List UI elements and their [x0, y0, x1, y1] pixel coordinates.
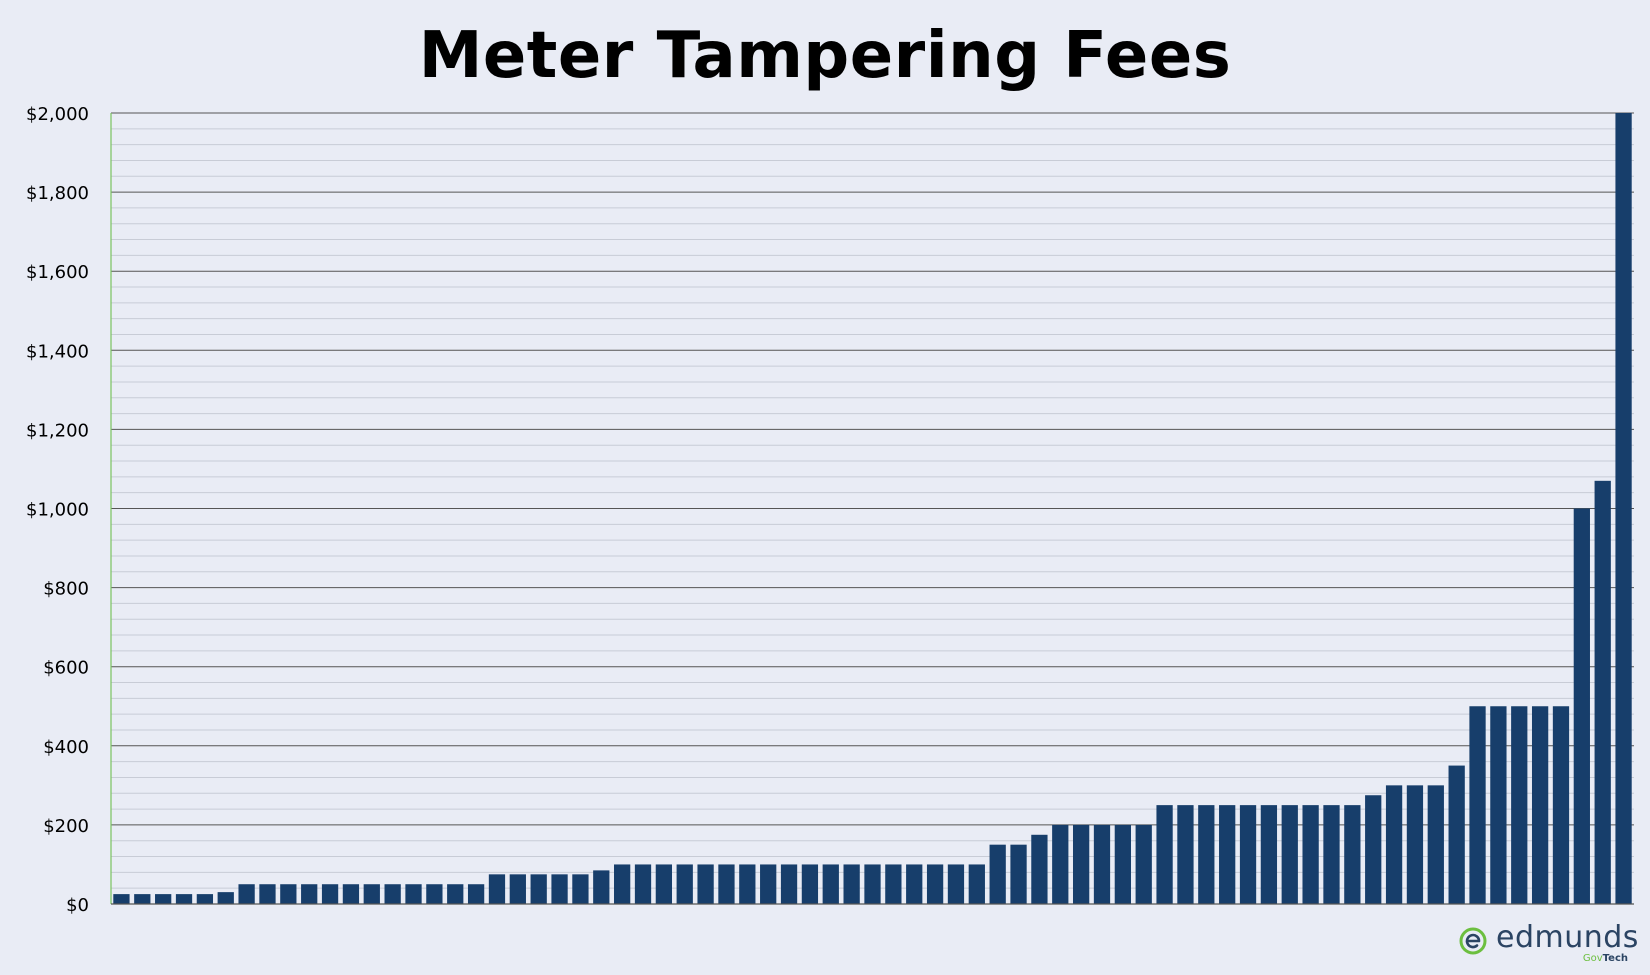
bar [447, 884, 464, 904]
bar [1490, 706, 1507, 904]
y-tick-label: $400 [43, 737, 89, 758]
bar [843, 864, 860, 904]
bar [989, 844, 1006, 904]
bar [801, 864, 819, 904]
bar [676, 864, 693, 904]
minor-gridlines [111, 128, 1634, 889]
y-tick-label: $1,000 [26, 500, 89, 521]
y-tick-label: $1,200 [26, 420, 89, 441]
bar [259, 884, 276, 904]
bars [113, 113, 1632, 904]
bar [614, 864, 631, 904]
bar [1573, 508, 1590, 904]
bar [238, 884, 255, 904]
bar [968, 864, 985, 904]
y-tick-label: $2,000 [26, 104, 89, 125]
edmunds-govtech-logo: edmunds GovTech [1452, 918, 1638, 966]
y-tick-label: $1,800 [26, 183, 89, 204]
bar [760, 864, 777, 904]
logo-subtitle: GovTech [1583, 953, 1628, 964]
bar [426, 884, 443, 904]
bar [405, 884, 422, 904]
bar [926, 864, 944, 904]
bar [1177, 805, 1194, 904]
bar [780, 864, 798, 904]
bar [321, 884, 339, 904]
bar [655, 864, 673, 904]
bar [1594, 480, 1611, 904]
major-gridlines [111, 112, 1634, 826]
y-tick-label: $1,600 [26, 262, 89, 283]
y-tick-label: $0 [66, 895, 89, 916]
bar [906, 864, 923, 904]
bar [1365, 795, 1382, 904]
bar [822, 864, 839, 904]
bar [1260, 805, 1278, 904]
bar [1219, 805, 1236, 904]
bar [280, 884, 297, 904]
y-tick-label: $800 [43, 579, 89, 600]
y-axis-tick-labels: $0 $200 $400 $600 $800 $1,000 $1,200 $1,400 $1,6… [26, 104, 89, 916]
bar [134, 894, 151, 904]
bar [697, 864, 714, 904]
bar [509, 874, 526, 904]
bar [1135, 824, 1152, 904]
bar [1552, 706, 1570, 904]
bar [1010, 844, 1027, 904]
bar [739, 864, 756, 904]
bar [1093, 824, 1111, 904]
bar [1239, 805, 1257, 904]
bar [572, 874, 589, 904]
bar [634, 864, 652, 904]
bar [175, 894, 193, 904]
bar [384, 884, 401, 904]
bar [1156, 805, 1173, 904]
y-tick-label: $200 [43, 816, 89, 837]
bar [530, 874, 547, 904]
logo-word: edmunds [1496, 920, 1639, 955]
bar [342, 884, 360, 904]
edmunds-e-icon [1459, 927, 1487, 955]
bar [1615, 113, 1632, 904]
bar [1072, 824, 1090, 904]
bar [864, 864, 881, 904]
bar [1511, 706, 1528, 904]
y-tick-label: $600 [43, 658, 89, 679]
bar [301, 884, 318, 904]
bar [1427, 785, 1444, 904]
bar [363, 884, 380, 904]
y-tick-label: $1,400 [26, 341, 89, 362]
chart-title: Meter Tampering Fees [418, 19, 1232, 93]
logo-sub-prefix: Gov [1582, 953, 1603, 964]
bar [155, 894, 172, 904]
bar [551, 874, 568, 904]
bar [1531, 706, 1549, 904]
bar [1344, 805, 1361, 904]
bar [947, 864, 965, 904]
bar [113, 894, 130, 904]
bar [217, 892, 234, 904]
bar [488, 874, 506, 904]
bar [885, 864, 902, 904]
bar [1385, 785, 1403, 904]
bar [718, 864, 735, 904]
bar [1198, 805, 1215, 904]
bar [1114, 824, 1131, 904]
bar [1302, 805, 1319, 904]
bar [1052, 824, 1069, 904]
bar [1323, 805, 1340, 904]
bar [1469, 706, 1486, 904]
bar [1281, 805, 1298, 904]
axes [110, 113, 1634, 905]
bar [1448, 765, 1465, 904]
logo-sub-suffix: Tech [1602, 953, 1628, 964]
bar [196, 894, 214, 904]
bar [593, 870, 610, 904]
bar [1031, 834, 1048, 904]
bar [1406, 785, 1424, 904]
bar [467, 884, 485, 904]
